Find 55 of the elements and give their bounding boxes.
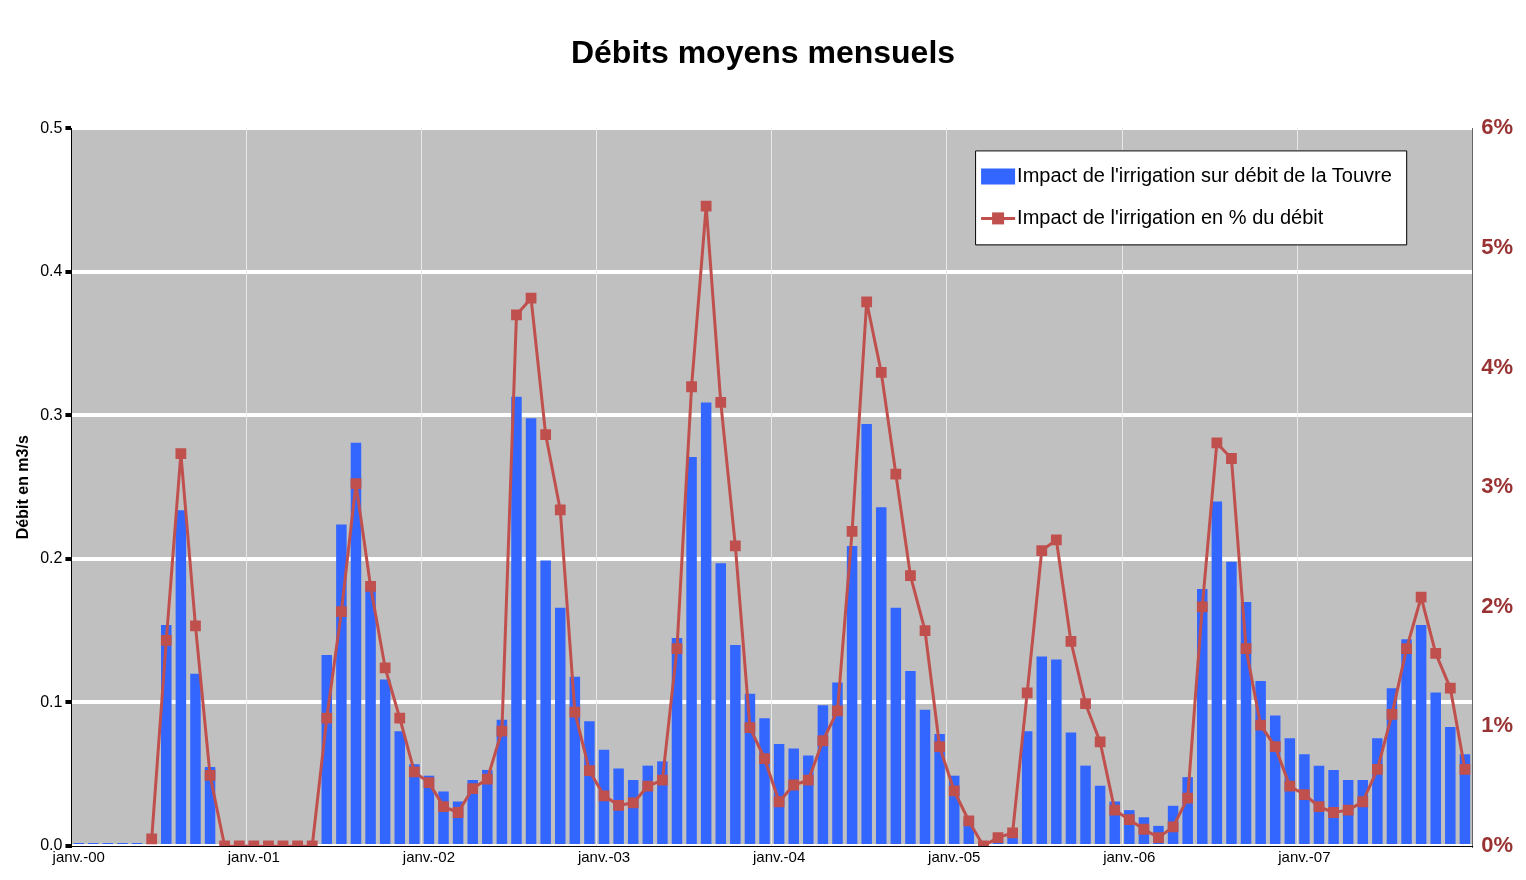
x-tick-label: janv.-02 xyxy=(401,848,456,866)
y2-tick-label: 1% xyxy=(1481,712,1513,738)
bar xyxy=(1401,639,1412,844)
bar xyxy=(394,731,405,844)
bar xyxy=(1445,726,1456,844)
bar xyxy=(700,402,712,844)
bar xyxy=(1415,624,1427,844)
bar xyxy=(379,679,391,844)
y-tick-label: 0.5 xyxy=(40,118,63,136)
bar xyxy=(846,546,858,844)
x-tick-label: janv.-01 xyxy=(226,848,280,866)
bar xyxy=(190,673,201,844)
bar xyxy=(511,396,522,844)
bar xyxy=(555,607,566,844)
bar xyxy=(1080,765,1091,844)
bar xyxy=(876,507,887,844)
bar xyxy=(1226,561,1237,844)
legend-label: Impact de l'irrigation sur débit de la Touvre xyxy=(1017,163,1392,186)
y2-tick-label: 6% xyxy=(1481,114,1513,140)
bar xyxy=(686,457,697,844)
y-axis-title: Débit en m3/s xyxy=(14,435,32,540)
bar xyxy=(1430,692,1441,844)
bar xyxy=(175,510,187,844)
y-tick-label: 0.3 xyxy=(40,405,63,423)
y-tick-label: 0.2 xyxy=(40,549,63,567)
bar xyxy=(919,709,931,844)
y2-tick-label: 5% xyxy=(1481,234,1513,260)
bar xyxy=(1051,659,1062,844)
bar xyxy=(905,670,916,844)
bar xyxy=(1094,785,1106,844)
x-tick-label: janv.-07 xyxy=(1277,848,1331,866)
y2-tick-label: 3% xyxy=(1481,473,1513,499)
bar xyxy=(1021,731,1033,844)
x-tick-label: janv.-04 xyxy=(751,848,806,866)
bar xyxy=(540,560,551,844)
y-tick-label: 0.4 xyxy=(40,262,63,280)
y2-tick-label: 0% xyxy=(1481,832,1513,858)
bar xyxy=(1065,732,1077,844)
bar xyxy=(525,418,537,844)
y2-tick-label: 2% xyxy=(1481,592,1513,618)
bar xyxy=(1211,501,1223,844)
bar xyxy=(861,424,872,844)
x-tick-label: janv.-05 xyxy=(927,848,981,866)
bar xyxy=(730,645,741,844)
bar xyxy=(890,607,902,844)
bar xyxy=(715,563,727,844)
chart-title: Débits moyens mensuels xyxy=(570,34,956,71)
y-tick-label: 0.1 xyxy=(40,692,63,710)
bar xyxy=(350,442,362,844)
legend-label: Impact de l'irrigation en % du débit xyxy=(1017,205,1324,228)
y-tick-label: 0.0 xyxy=(40,836,63,854)
x-tick-label: janv.-06 xyxy=(1102,848,1156,866)
x-tick-label: janv.-03 xyxy=(576,848,631,866)
y2-tick-label: 4% xyxy=(1481,353,1513,379)
bar xyxy=(1036,656,1048,844)
